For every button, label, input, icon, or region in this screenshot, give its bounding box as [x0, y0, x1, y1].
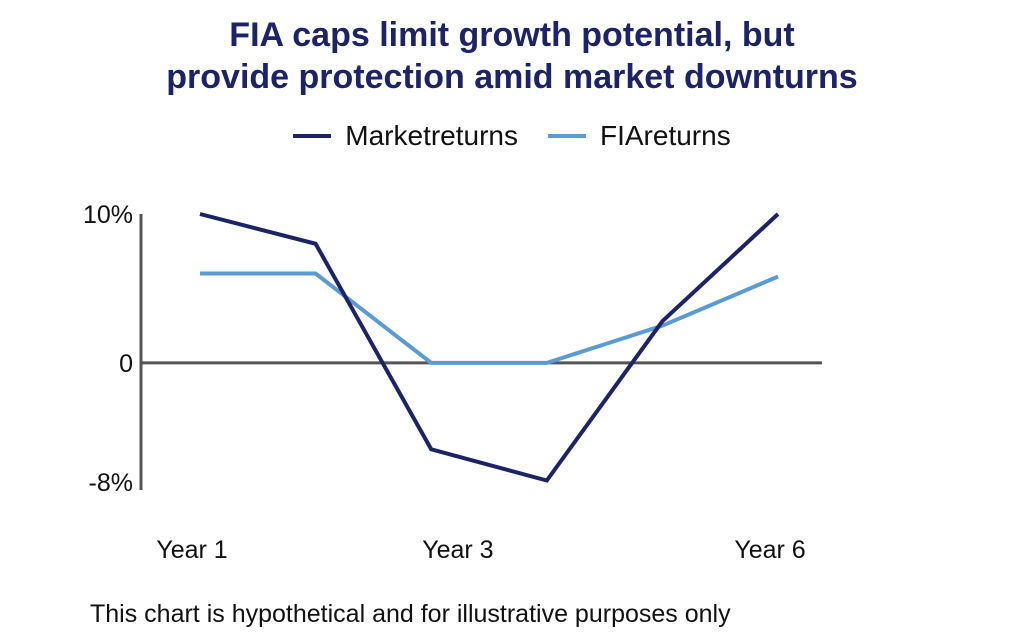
x-tick-label: Year 3: [422, 536, 493, 564]
x-tick-label: Year 1: [156, 536, 227, 564]
series-line-fia: [200, 271, 779, 365]
chart-title: FIA caps limit growth potential, but pro…: [0, 14, 1024, 98]
chart-series: [199, 212, 780, 483]
chart-title-line-1: FIA caps limit growth potential, but: [229, 16, 795, 54]
y-tick-label: -8%: [89, 469, 133, 497]
legend-item-market: Marketreturns: [293, 120, 518, 152]
chart-title-line-2: provide protection amid market downturns: [166, 58, 858, 96]
series-line-market: [199, 212, 780, 483]
chart-footnote: This chart is hypothetical and for illus…: [90, 600, 731, 628]
legend-swatch-market: [293, 134, 332, 138]
chart-legend: Marketreturns FIAreturns: [0, 120, 1024, 152]
y-tick-label: 10%: [83, 201, 133, 229]
legend-label-market: Marketreturns: [345, 120, 518, 151]
legend-label-fia: FIAreturns: [600, 120, 731, 151]
y-tick-labels: 10% 0 -8%: [83, 201, 133, 497]
legend-item-fia: FIAreturns: [548, 120, 731, 152]
chart-axes: [139, 214, 822, 490]
y-tick-label: 0: [119, 350, 133, 378]
x-tick-label: Year 6: [734, 536, 805, 564]
x-tick-labels: Year 1 Year 3 Year 6: [156, 536, 805, 564]
legend-swatch-fia: [548, 134, 586, 138]
